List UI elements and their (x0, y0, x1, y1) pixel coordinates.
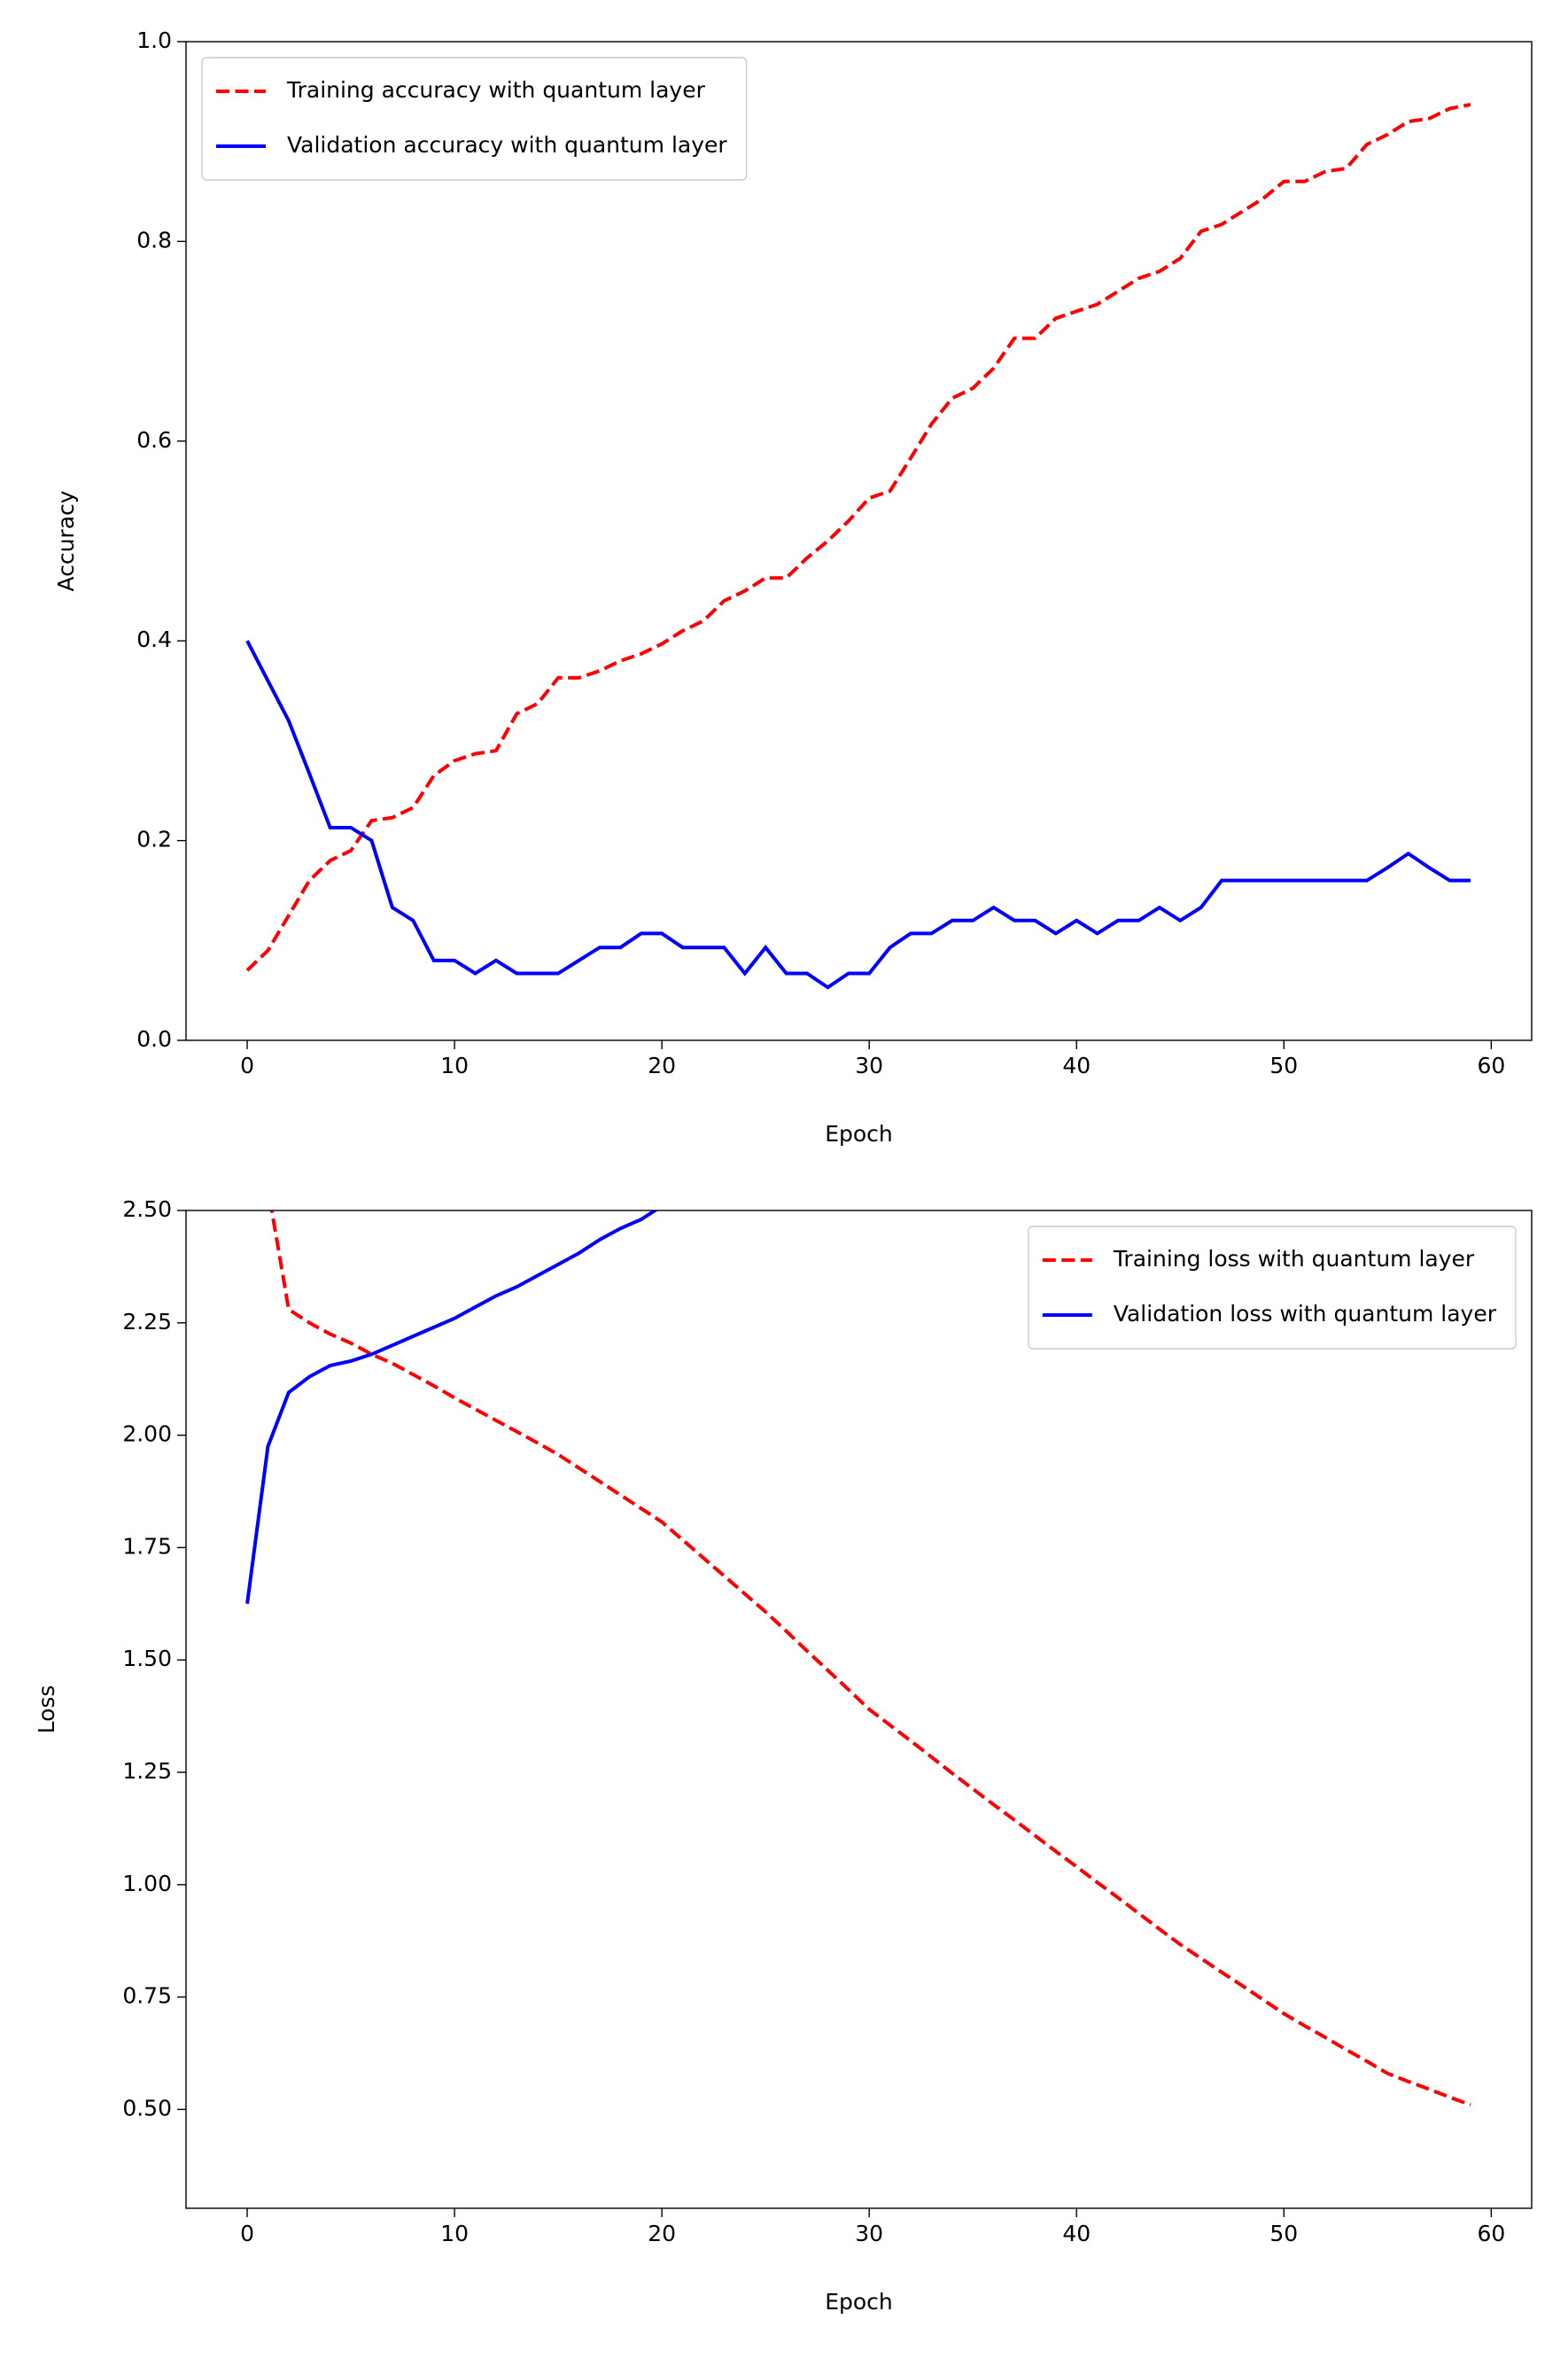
y-tick-label: 1.50 (122, 1646, 172, 1671)
x-tick-label: 10 (440, 2221, 469, 2246)
y-tick-label: 0.8 (136, 227, 172, 253)
y-tick-label: 0.6 (136, 427, 172, 453)
y-tick-label: 2.25 (122, 1309, 172, 1335)
x-tick-label: 20 (648, 1053, 676, 1078)
y-axis-label: Accuracy (53, 490, 79, 591)
x-tick-label: 20 (648, 2221, 676, 2246)
x-tick-label: 50 (1269, 2221, 1298, 2246)
y-tick-label: 1.75 (122, 1533, 172, 1559)
series-line (269, 1210, 1471, 2107)
legend-box (201, 57, 748, 181)
axes-frame (185, 41, 1533, 1041)
y-tick-label: 2.50 (122, 1196, 172, 1222)
legend-label: Validation accuracy with quantum layer (287, 132, 727, 158)
x-tick-label: 50 (1269, 1053, 1298, 1078)
x-tick-label: 60 (1477, 1053, 1505, 1078)
y-tick-label: 0.0 (136, 1026, 172, 1052)
x-tick-label: 60 (1477, 2221, 1505, 2246)
y-tick-label: 1.0 (136, 27, 172, 53)
x-tick-label: 30 (855, 2221, 883, 2246)
legend: Training loss with quantum layer Validati… (1028, 1226, 1517, 1350)
y-tick-label: 2.00 (122, 1421, 172, 1447)
x-tick-label: 40 (1062, 2221, 1091, 2246)
y-tick-label: 0.4 (136, 627, 172, 652)
legend-label: Validation loss with quantum layer (1114, 1301, 1497, 1327)
legend-label: Training accuracy with quantum layer (286, 77, 706, 103)
x-tick-label: 10 (440, 1053, 469, 1078)
y-axis-label: Loss (34, 1685, 59, 1734)
x-tick-label: 0 (240, 2221, 254, 2246)
y-tick-label: 0.2 (136, 827, 172, 852)
axes: 0 10 20 30 40 50 60 0.50 0.75 1.00 1.25 1.50 1.75 2.0… (34, 1196, 1533, 2315)
series-line (245, 1210, 659, 1605)
x-axis-label: Epoch (825, 2289, 893, 2315)
axes: 0 10 20 30 40 50 60 0.0 0.2 0.4 0.6 0.8 1.0 Epoch Accu… (53, 27, 1533, 1147)
y-tick-label: 0.50 (122, 2095, 172, 2121)
x-axis-label: Epoch (825, 1121, 893, 1147)
x-tick-label: 30 (855, 1053, 883, 1078)
axes-frame (185, 1210, 1533, 2209)
y-tick-label: 1.25 (122, 1758, 172, 1784)
y-tick-label: 0.75 (122, 1983, 172, 2009)
y-tick-label: 1.00 (122, 1871, 172, 1896)
x-tick-label: 0 (240, 1053, 254, 1078)
series-line (245, 640, 1471, 990)
series-line (245, 103, 1471, 972)
legend-box (1028, 1226, 1517, 1350)
x-tick-label: 40 (1062, 1053, 1091, 1078)
legend: Training accuracy with quantum layer Vali… (201, 57, 748, 181)
legend-label: Training loss with quantum layer (1113, 1246, 1475, 1272)
